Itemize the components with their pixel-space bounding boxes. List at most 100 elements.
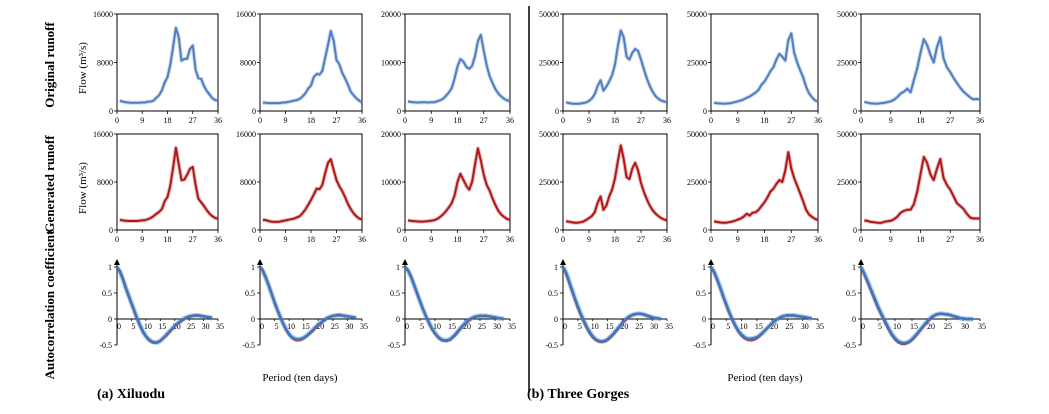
x-tick-label: 27 — [637, 116, 645, 125]
y-tick-label: 0 — [397, 226, 401, 235]
x-tick-label: 36 — [358, 235, 366, 244]
y-tick-label: 1 — [251, 263, 255, 272]
x-tick-label: 30 — [801, 322, 809, 331]
x-tick-label: 27 — [333, 235, 341, 244]
y-tick-label: 25000 — [687, 59, 707, 68]
series-line — [864, 36, 981, 105]
x-tick-label: 35 — [665, 322, 673, 331]
series-glow — [565, 28, 668, 106]
panel-2-6: 0 25000 50000 0 9 18 27 36 — [837, 130, 984, 244]
x-tick-label: 0 — [258, 116, 262, 125]
x-tick-label: 25 — [944, 322, 952, 331]
y-tick-label: -0.5 — [387, 341, 400, 350]
y-tick-label: 25000 — [539, 178, 559, 187]
y-tick-label: -0.5 — [843, 341, 856, 350]
x-tick-label: 9 — [587, 116, 591, 125]
x-tick-label: 36 — [506, 235, 514, 244]
series-glow — [119, 25, 219, 105]
x-tick-label: 0 — [859, 235, 863, 244]
x-tick-label: 0 — [859, 116, 863, 125]
x-tick-label: 36 — [814, 235, 822, 244]
y-tick-label: 8000 — [97, 59, 113, 68]
x-tick-label: 30 — [493, 322, 501, 331]
x-tick-label: 10 — [591, 322, 599, 331]
y-tick-label: 8000 — [240, 178, 256, 187]
panel-3-5: -0.500.510 5 10 15 20 25 30 35 — [693, 259, 824, 350]
x-tick-label: 27 — [946, 235, 954, 244]
y-tick-label: 0.5 — [102, 289, 112, 298]
y-axis-arrow — [402, 259, 408, 265]
x-tick-label: 35 — [816, 322, 824, 331]
panel-3-4: -0.500.510 5 10 15 20 25 30 35 — [545, 259, 673, 350]
x-tick-label: 10 — [287, 322, 295, 331]
x-tick-label: 9 — [429, 235, 433, 244]
x-tick-label: 18 — [454, 235, 462, 244]
y-tick-label: 50000 — [837, 130, 857, 139]
x-tick-label: 25 — [635, 322, 643, 331]
x-tick-label: 27 — [480, 116, 488, 125]
x-tick-label: 0 — [115, 116, 119, 125]
plot-frame — [116, 13, 219, 112]
x-tick-label: 5 — [578, 322, 582, 331]
panel-3-2: -0.500.510 5 10 15 20 25 30 35 — [242, 259, 368, 350]
series-glow — [713, 31, 819, 106]
acf-original-line — [404, 266, 505, 342]
x-tick-label: 15 — [448, 322, 456, 331]
x-tick-label: 9 — [284, 235, 288, 244]
panel-3-6: -0.500.510 5 10 15 20 25 30 35 — [843, 259, 986, 350]
y-tick-label: 1 — [396, 263, 400, 272]
acf-original-line — [115, 266, 213, 344]
x-tick-label: 18 — [761, 235, 769, 244]
period-xlabel-b: Period (ten days) — [727, 372, 802, 384]
x-tick-label: 15 — [302, 322, 310, 331]
flow-ylabels: Flow (m³/s) Flow (m³/s) — [77, 42, 89, 214]
y-tick-label: 50000 — [539, 130, 559, 139]
x-tick-label: 9 — [429, 116, 433, 125]
y-tick-label: -0.5 — [242, 341, 255, 350]
panel-2-1: 0 8000 16000 0 9 18 27 36 — [93, 130, 222, 244]
y-tick-label: 0.5 — [696, 289, 706, 298]
x-tick-label: 10 — [433, 322, 441, 331]
y-tick-label: 16000 — [93, 130, 113, 139]
x-tick-label: 25 — [187, 322, 195, 331]
x-tick-label: 20 — [316, 322, 324, 331]
x-tick-label: 25 — [785, 322, 793, 331]
x-tick-label: 25 — [478, 322, 486, 331]
y-tick-label: 16000 — [236, 10, 256, 19]
y-tick-label: 25000 — [687, 178, 707, 187]
plot-frame — [710, 133, 819, 231]
x-tick-label: 18 — [307, 116, 315, 125]
y-tick-label: 0 — [555, 226, 559, 235]
x-tick-label: 18 — [761, 116, 769, 125]
series-line — [864, 156, 980, 224]
flow-ylabel: Flow (m³/s) — [77, 42, 89, 94]
x-tick-label: 5 — [420, 322, 424, 331]
y-axis-arrow — [257, 259, 263, 265]
x-tick-label: 9 — [889, 116, 893, 125]
x-tick-label: 27 — [787, 116, 795, 125]
y-tick-label: 0 — [109, 226, 113, 235]
x-tick-label: 9 — [284, 116, 288, 125]
y-tick-label: 1 — [702, 263, 706, 272]
panel-1-2: 0 8000 16000 0 9 18 27 36 — [236, 10, 366, 125]
panel-1-3: 0 10000 20000 0 9 18 27 36 — [381, 10, 514, 125]
y-tick-label: 50000 — [837, 10, 857, 19]
y-tick-label: 10000 — [381, 178, 401, 187]
y-tick-label: 16000 — [236, 130, 256, 139]
x-tick-label: 27 — [189, 116, 197, 125]
y-axis-arrow — [708, 259, 714, 265]
plot-frame — [259, 133, 363, 231]
x-tick-label: 36 — [214, 116, 222, 125]
x-tick-label: 15 — [158, 322, 166, 331]
panel-2-3: 0 10000 20000 0 9 18 27 36 — [381, 130, 514, 244]
x-tick-label: 27 — [333, 116, 341, 125]
panel-3-3: -0.500.510 5 10 15 20 25 30 35 — [387, 259, 516, 350]
panel-2-2: 0 8000 16000 0 9 18 27 36 — [236, 130, 366, 244]
x-tick-label: 0 — [709, 235, 713, 244]
x-tick-label: 18 — [454, 116, 462, 125]
y-tick-label: 0 — [108, 315, 112, 324]
x-tick-label: 20 — [770, 322, 778, 331]
x-tick-label: 27 — [637, 235, 645, 244]
x-tick-label: 35 — [978, 322, 986, 331]
x-tick-label: 0 — [711, 322, 715, 331]
